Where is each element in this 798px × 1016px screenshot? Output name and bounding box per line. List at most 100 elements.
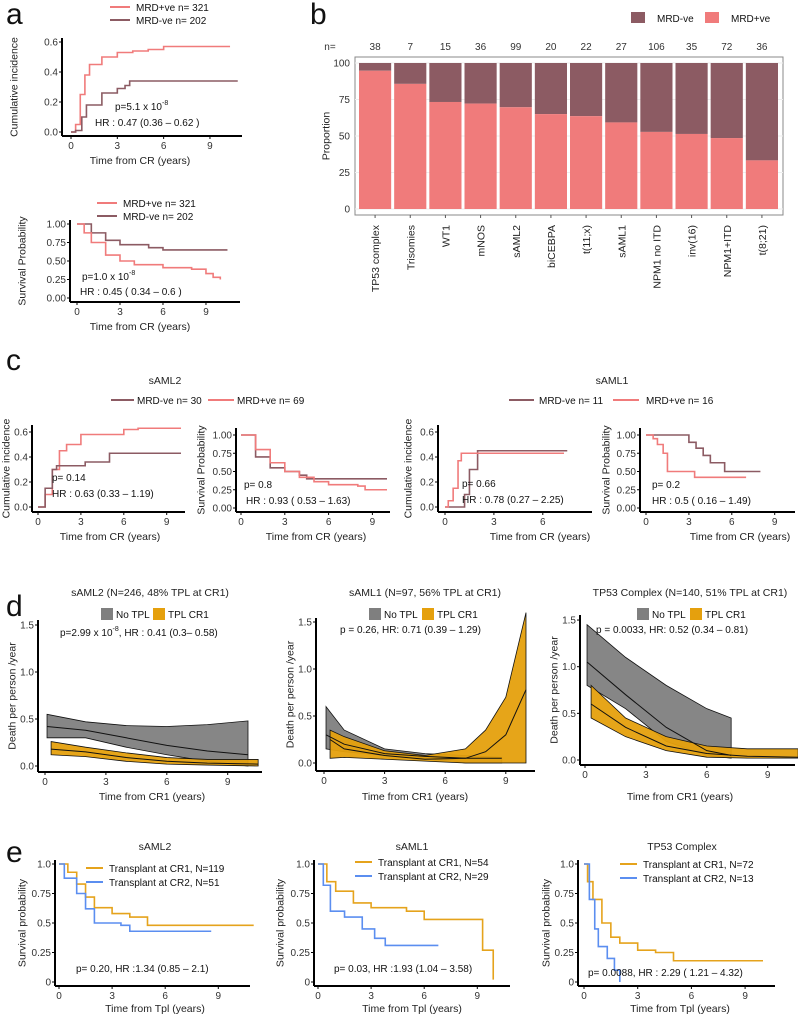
x-tick-label: 0 — [442, 517, 448, 528]
x-tick-label: 0 — [56, 991, 62, 1002]
x-tick-label: 3 — [382, 776, 388, 787]
y-tick-label: 1.0 — [37, 860, 51, 871]
legend-swatch — [705, 12, 719, 23]
y-tick-label: 1.0 — [298, 665, 312, 676]
bar-mrd-pos — [745, 160, 778, 209]
panel-letter-e: e — [6, 836, 23, 869]
y-tick-label: 0.50 — [47, 257, 67, 268]
y-axis-label: Proportion — [321, 112, 333, 161]
x-tick-label: 6 — [442, 776, 448, 787]
x-tick-label: 0 — [582, 770, 588, 781]
p-value-text: p= 0.20, HR :1.34 (0.85 – 2.1) — [76, 964, 209, 975]
legend-label: No TPL — [116, 610, 150, 621]
p-value-text: p= 0.0088, HR : 2.29 ( 1.21 – 4.32) — [588, 968, 743, 979]
legend-swatch — [637, 608, 649, 620]
p-value-text: p= 0.2 — [652, 480, 681, 491]
panel-title: sAML2 (N=246, 48% TPL at CR1) — [71, 587, 229, 599]
y-tick-label: 0.25 — [47, 275, 67, 286]
y-axis-label: Death per person /year — [549, 636, 561, 744]
x-tick-label: 9 — [216, 991, 222, 1002]
y-tick-label: 0.2 — [420, 478, 434, 489]
bar-mrd-neg — [675, 63, 708, 134]
y-axis-label: Cumulative incidence — [9, 37, 21, 137]
y-tick-label: 0 — [304, 978, 310, 989]
n-label: 7 — [407, 42, 413, 53]
rate-line-tpl-cr1 — [590, 703, 798, 758]
hazard-ratio: , HR : 0.41 (0.3– 0.58) — [119, 628, 218, 639]
legend-swatch — [631, 12, 645, 23]
panel-letter-b: b — [310, 0, 327, 31]
x-tick-label: 3 — [686, 517, 692, 528]
legend-swatch — [153, 608, 165, 620]
x-tick-label: 6 — [164, 777, 170, 788]
bar-mrd-pos — [710, 138, 743, 209]
x-tick-label: 6 — [326, 517, 332, 528]
series-line-mrd-ve — [646, 434, 747, 479]
y-tick-label: 25 — [339, 168, 351, 179]
x-axis-label: Time from CR (years) — [90, 155, 191, 167]
ci-band-tpl-cr1 — [329, 612, 527, 764]
y-tick-label: 0.75 — [213, 449, 233, 460]
y-tick-label: 0 — [45, 978, 51, 989]
rate-line-tpl-cr1 — [329, 689, 527, 760]
x-axis-label: Time from CR1 (years) — [99, 791, 205, 803]
series-line-mrd-ve — [445, 449, 568, 508]
x-tick-label: 3 — [109, 991, 115, 1002]
x-tick-label: 9 — [164, 517, 170, 528]
panel-c4: 0 3 6 9 0.00 0.25 0.50 0.75 1.00 Time from CR (ye… — [601, 425, 795, 543]
p-value: p= 0.66 — [462, 479, 496, 490]
x-tick-label: 9 — [742, 991, 748, 1002]
y-tick-label: 0.5 — [37, 919, 51, 930]
category-label: sAML2 — [511, 225, 523, 258]
legend-label: TPL CR1 — [705, 610, 746, 621]
y-tick-label: 1.0 — [20, 668, 34, 679]
panel-d1: 0 3 6 9 0.0 0.5 1.0 1.5 Time from CR1 (years) Dea… — [7, 587, 262, 803]
category-label: inv(16) — [687, 225, 699, 257]
y-axis-label: Survival Probability — [17, 216, 29, 306]
x-axis-label: Time from CR (years) — [490, 531, 591, 543]
bar-mrd-neg — [570, 63, 603, 117]
y-tick-label: 1.00 — [213, 431, 233, 442]
series-line-transplant-at-cr1 — [318, 863, 495, 980]
series-line-transplant-at-cr1 — [584, 863, 763, 962]
panel-letter-a: a — [6, 0, 23, 31]
n-label: 99 — [510, 42, 522, 53]
bar-mrd-pos — [499, 107, 532, 209]
y-tick-label: 1.0 — [560, 860, 574, 871]
x-axis-label: Time from Tpl (years) — [362, 1003, 462, 1015]
y-tick-label: 0.0 — [20, 762, 34, 773]
x-tick-label: 6 — [161, 141, 167, 152]
group-title: sAML2 — [149, 375, 182, 387]
bar-mrd-pos — [534, 114, 567, 209]
x-tick-label: 6 — [121, 517, 127, 528]
y-tick-label: 1.0 — [562, 662, 576, 673]
y-axis-label: Survival Probability — [196, 425, 208, 515]
panel-letter-d: d — [6, 590, 23, 623]
n-label: 22 — [581, 42, 593, 53]
bar-mrd-neg — [429, 63, 462, 102]
legend-swatch — [101, 608, 113, 620]
p-value-exponent: -8 — [129, 270, 135, 277]
x-axis-label: Time from Tpl (years) — [105, 1003, 205, 1015]
hazard-ratio: HR : 0.45 ( 0.34 – 0.6 ) — [80, 287, 182, 298]
y-axis-label: Cumulative incidence — [1, 418, 13, 518]
category-label: t(8;21) — [757, 225, 769, 255]
x-tick-label: 0 — [35, 517, 41, 528]
x-tick-label: 6 — [729, 517, 735, 528]
legend-label: MRD+ve n= 16 — [646, 396, 714, 407]
x-tick-label: 6 — [540, 517, 546, 528]
legend-swatch — [690, 608, 702, 620]
x-axis-label: Time from CR (years) — [90, 321, 191, 333]
panel-e1: 0 3 6 9 0 0.25 0.5 0.75 1.0 Time from Tpl (years)… — [17, 841, 254, 1015]
c-group-1: sAML1 MRD-ve n= 11 MRD+ve n= 16 — [509, 375, 714, 407]
series-line-mrd-ve — [77, 223, 228, 251]
y-tick-label: 0.6 — [14, 428, 28, 439]
category-label: Trisomies — [405, 225, 417, 270]
x-tick-label: 0 — [238, 517, 244, 528]
bar-mrd-neg — [710, 63, 743, 139]
y-axis-label: Death per person /year — [7, 642, 19, 750]
series-line-mrd-ve — [646, 434, 761, 473]
y-axis-label: Cumulative incidence — [403, 418, 415, 518]
legend-label: Transplant at CR2, N=13 — [643, 874, 754, 885]
p-value: p= 0.2 — [652, 480, 681, 491]
